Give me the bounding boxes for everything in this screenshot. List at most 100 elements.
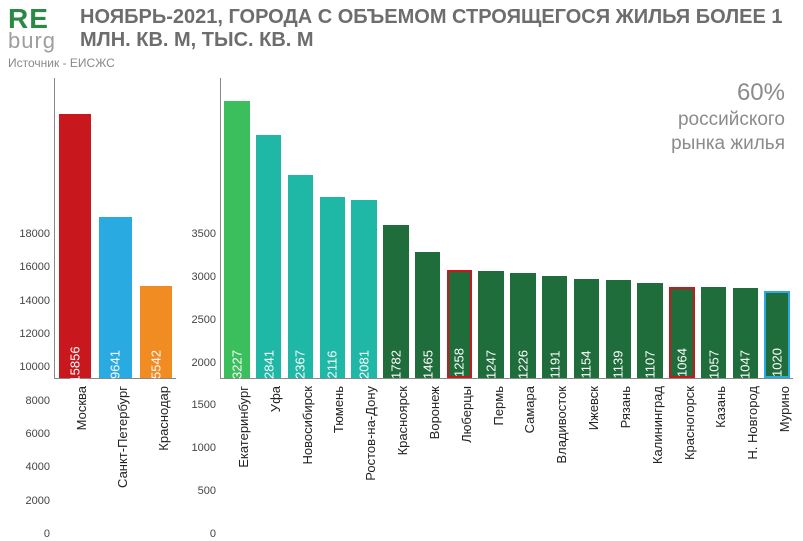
x-label: Краснодар bbox=[135, 380, 176, 534]
y-tick: 14000 bbox=[10, 295, 50, 307]
bar: 1107 bbox=[637, 283, 662, 378]
header: RE burg НОЯБРЬ-2021, ГОРОДА С ОБЪЕМОМ СТ… bbox=[8, 6, 795, 52]
right-panel: 3227 2841 2367 2116 2081 1782 1465 1258 1247 1226… bbox=[180, 74, 795, 534]
x-label: Калининград bbox=[634, 380, 666, 534]
bar: 1247 bbox=[478, 271, 503, 378]
y-tick: 1500 bbox=[180, 399, 216, 411]
x-label: Ижевск bbox=[570, 380, 602, 534]
x-label: Казань bbox=[697, 380, 729, 534]
bar-wrap: 3227 bbox=[221, 78, 253, 378]
source-text: Источник - ЕИСЖС bbox=[8, 56, 115, 70]
bar: 1020 bbox=[764, 291, 789, 378]
bar-wrap: 1064 bbox=[666, 78, 698, 378]
bar: 1139 bbox=[606, 280, 631, 378]
x-label: Красногорск bbox=[666, 380, 698, 534]
bars: 15856 9641 5542 bbox=[55, 78, 176, 378]
bar: 3227 bbox=[224, 101, 249, 378]
bar-wrap: 1020 bbox=[761, 78, 793, 378]
bar: 1047 bbox=[733, 288, 758, 378]
bar-value: 1258 bbox=[452, 348, 467, 377]
bar-wrap: 2116 bbox=[316, 78, 348, 378]
bar: 2841 bbox=[256, 135, 281, 379]
bar-wrap: 5542 bbox=[136, 78, 176, 378]
x-label: Москва bbox=[54, 380, 95, 534]
bar-wrap: 1191 bbox=[539, 78, 571, 378]
bar-value: 5542 bbox=[148, 350, 163, 379]
bar-value: 1107 bbox=[643, 351, 658, 379]
bar-value: 2841 bbox=[261, 350, 276, 379]
right-plot-area: 3227 2841 2367 2116 2081 1782 1465 1258 1247 1226… bbox=[220, 78, 793, 379]
bar-wrap: 2367 bbox=[285, 78, 317, 378]
chart-root: RE burg НОЯБРЬ-2021, ГОРОДА С ОБЪЕМОМ СТ… bbox=[0, 0, 803, 541]
bar: 1064 bbox=[669, 287, 694, 378]
bar-value: 1154 bbox=[579, 351, 594, 379]
y-tick: 0 bbox=[10, 528, 50, 540]
bar-wrap: 1226 bbox=[507, 78, 539, 378]
y-tick: 1000 bbox=[180, 442, 216, 454]
logo: RE burg bbox=[8, 6, 70, 51]
bar: 2367 bbox=[288, 175, 313, 378]
x-label: Санкт-Петербург bbox=[95, 380, 136, 534]
x-label: Владивосток bbox=[538, 380, 570, 534]
bar: 1258 bbox=[447, 270, 472, 378]
x-label: Ростов-на-Дону bbox=[347, 380, 379, 534]
bar: 1057 bbox=[701, 287, 726, 378]
y-tick: 10000 bbox=[10, 361, 50, 373]
bar-value: 9641 bbox=[108, 350, 123, 379]
bar-wrap: 1258 bbox=[443, 78, 475, 378]
y-tick: 3500 bbox=[180, 228, 216, 240]
bar: 2081 bbox=[351, 200, 376, 378]
charts-container: 1585696415542 МоскваСанкт-ПетербургКрасн… bbox=[10, 74, 795, 534]
right-x-labels: ЕкатеринбургУфаНовосибирскТюменьРостов-н… bbox=[220, 380, 793, 534]
y-tick: 2500 bbox=[180, 314, 216, 326]
bar-value: 1465 bbox=[420, 350, 435, 379]
bar-value: 1782 bbox=[388, 350, 403, 379]
bar: 5542 bbox=[140, 286, 172, 378]
bar: 1465 bbox=[415, 252, 440, 378]
bar-wrap: 2081 bbox=[348, 78, 380, 378]
bar-wrap: 9641 bbox=[95, 78, 135, 378]
bar: 2116 bbox=[320, 197, 345, 378]
left-plot-area: 15856 9641 5542 bbox=[54, 78, 176, 379]
bar-value: 1020 bbox=[770, 348, 785, 377]
x-label: Воронеж bbox=[411, 380, 443, 534]
bars: 3227 2841 2367 2116 2081 1782 1465 1258 1247 1226… bbox=[221, 78, 793, 378]
y-tick: 3000 bbox=[180, 271, 216, 283]
x-label: Уфа bbox=[252, 380, 284, 534]
y-tick: 12000 bbox=[10, 328, 50, 340]
left-x-labels: МоскваСанкт-ПетербургКраснодар bbox=[54, 380, 176, 534]
left-panel: 15856 9641 5542 МоскваСанкт-ПетербургКрасн… bbox=[10, 74, 180, 534]
bar-value: 1064 bbox=[674, 348, 689, 377]
y-tick: 500 bbox=[180, 485, 216, 497]
bar-value: 1226 bbox=[515, 350, 530, 379]
bar-wrap: 1247 bbox=[475, 78, 507, 378]
bar-wrap: 1107 bbox=[634, 78, 666, 378]
x-label: Новосибирск bbox=[284, 380, 316, 534]
bar-wrap: 1139 bbox=[602, 78, 634, 378]
bar-value: 2116 bbox=[325, 351, 340, 379]
y-tick: 0 bbox=[180, 528, 216, 540]
bar: 9641 bbox=[99, 217, 131, 378]
x-label: Самара bbox=[506, 380, 538, 534]
bar-value: 1191 bbox=[547, 351, 562, 379]
bar: 1154 bbox=[574, 279, 599, 378]
logo-bottom: burg bbox=[8, 31, 70, 51]
y-tick: 6000 bbox=[10, 428, 50, 440]
bar-value: 1139 bbox=[611, 351, 626, 379]
y-tick: 16000 bbox=[10, 261, 50, 273]
y-tick: 4000 bbox=[10, 461, 50, 473]
bar: 15856 bbox=[59, 114, 91, 378]
bar-value: 1057 bbox=[706, 350, 721, 379]
bar-wrap: 1047 bbox=[730, 78, 762, 378]
bar-wrap: 2841 bbox=[253, 78, 285, 378]
bar-value: 2367 bbox=[293, 350, 308, 379]
bar-value: 1047 bbox=[738, 350, 753, 379]
x-label: Пермь bbox=[475, 380, 507, 534]
x-label: Люберцы bbox=[443, 380, 475, 534]
bar-wrap: 1465 bbox=[412, 78, 444, 378]
y-tick: 8000 bbox=[10, 395, 50, 407]
bar-value: 3227 bbox=[229, 350, 244, 379]
y-tick: 2000 bbox=[10, 495, 50, 507]
bar-wrap: 1154 bbox=[571, 78, 603, 378]
bar-wrap: 15856 bbox=[55, 78, 95, 378]
